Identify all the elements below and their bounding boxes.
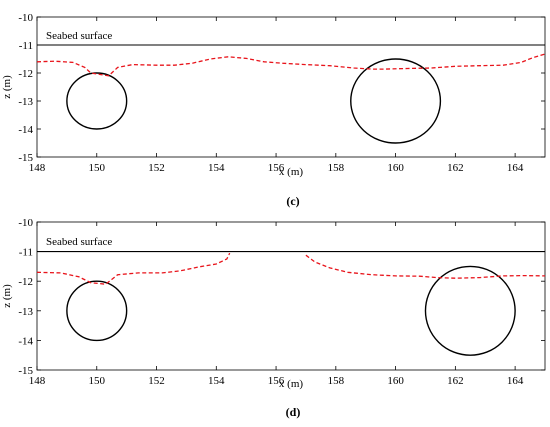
y-tick-label: -12 — [18, 68, 33, 80]
x-tick-label: 152 — [148, 375, 165, 387]
y-tick-label: -10 — [18, 12, 33, 24]
y-tick-label: -12 — [18, 276, 33, 288]
y-tick-label: -10 — [18, 217, 33, 229]
y-tick-label: -14 — [18, 124, 33, 136]
chart-panel-d: 148 150 152 154 156 158 160 162 164 -15 -14 -13 -12 -… — [1, 217, 546, 419]
plot-area-frame — [36, 221, 546, 371]
pipe-circle — [66, 72, 128, 130]
y-tick-label: -11 — [19, 40, 33, 52]
scour-profile-dashed-line — [36, 53, 546, 77]
x-tick-label: 158 — [328, 162, 345, 174]
y-tick-label: -13 — [18, 96, 33, 108]
x-tick-label: 154 — [208, 375, 225, 387]
x-axis-label: x (m) — [279, 378, 303, 390]
x-tick-label: 164 — [507, 162, 524, 174]
y-axis-label: z (m) — [1, 284, 13, 308]
panel-label: (c) — [286, 194, 299, 208]
x-tick-label: 148 — [29, 162, 46, 174]
panel-label: (d) — [286, 405, 301, 419]
x-tick-label: 158 — [328, 375, 345, 387]
x-tick-label: 152 — [148, 162, 165, 174]
pipe-circle — [66, 280, 128, 342]
scour-profile-dashed-line — [305, 254, 546, 279]
y-tick-label: -14 — [18, 335, 33, 347]
pipe-circle — [424, 265, 516, 356]
chart-panel-c: 148 150 152 154 156 158 160 162 164 -15 -14 -13 -12 -… — [1, 12, 546, 208]
y-tick-label: -15 — [18, 365, 33, 377]
x-tick-label: 162 — [447, 375, 464, 387]
x-tick-label: 160 — [387, 162, 404, 174]
pipe-circle — [350, 58, 442, 144]
x-axis-label: x (m) — [279, 166, 303, 178]
x-tick-label: 164 — [507, 375, 524, 387]
x-tick-label: 148 — [29, 375, 46, 387]
y-tick-label: -15 — [18, 152, 33, 164]
x-tick-label: 156 — [268, 375, 285, 387]
y-tick-label: -13 — [18, 306, 33, 318]
seabed-surface-annotation: Seabed surface — [46, 236, 112, 248]
scour-profile-dashed-line — [36, 252, 231, 285]
y-tick-label: -11 — [19, 247, 33, 259]
x-tick-label: 162 — [447, 162, 464, 174]
seabed-surface-annotation: Seabed surface — [46, 30, 112, 42]
x-tick-label: 150 — [89, 162, 106, 174]
plot-area-frame — [36, 16, 546, 158]
x-tick-label: 154 — [208, 162, 225, 174]
x-tick-label: 160 — [387, 375, 404, 387]
y-axis-label: z (m) — [1, 75, 13, 99]
x-tick-label: 156 — [268, 162, 285, 174]
x-tick-label: 150 — [89, 375, 106, 387]
